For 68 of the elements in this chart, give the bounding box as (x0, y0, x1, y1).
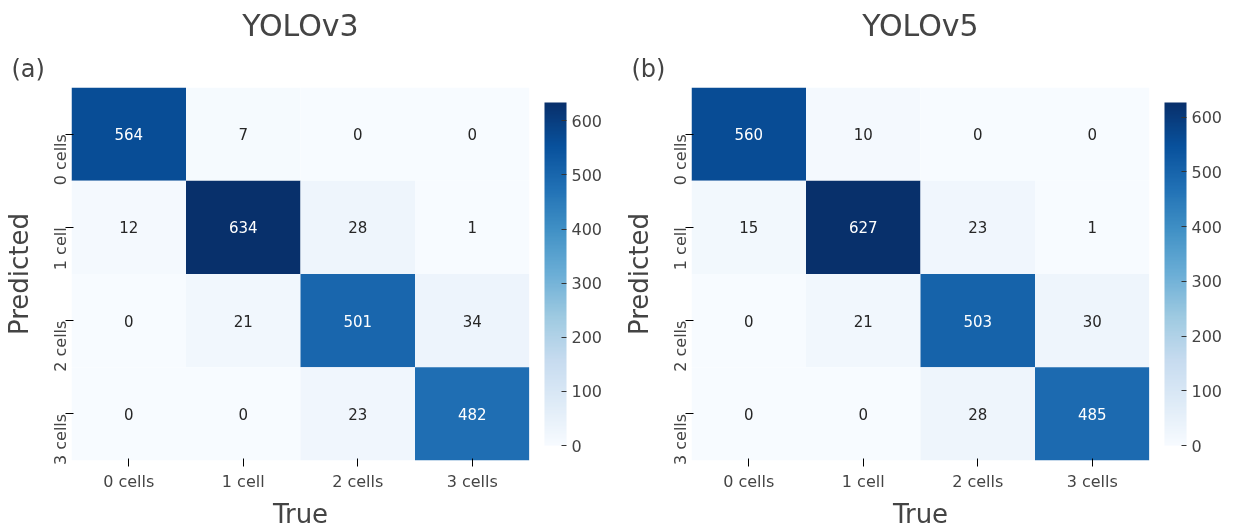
data-label: 0 (467, 126, 478, 145)
data-label: 7 (238, 126, 249, 145)
data-label: 0 (858, 405, 869, 424)
color-bar-label: 0 (1191, 436, 1202, 456)
color-bar-label: 100 (1191, 381, 1223, 401)
data-label: 34 (462, 312, 482, 331)
data-label: 1 (1087, 219, 1098, 238)
data-label: 482 (457, 405, 487, 424)
y-axis-title: Predicted (623, 212, 654, 336)
data-label: 21 (233, 312, 253, 331)
data-label: 1 (467, 219, 478, 238)
color-bar-label: 300 (1191, 272, 1223, 292)
y-axis-title: Predicted (3, 212, 34, 336)
color-bar-label: 0 (571, 436, 582, 456)
color-bar-label: 500 (571, 166, 603, 185)
chart-title: YOLOv5 (861, 7, 979, 43)
data-label: 0 (743, 312, 754, 331)
data-label: 15 (739, 219, 759, 238)
data-label: 10 (853, 126, 873, 145)
data-label: 23 (968, 219, 988, 238)
data-label: 560 (734, 126, 764, 145)
data-label: 0 (352, 126, 363, 145)
data-label: 0 (238, 405, 249, 424)
data-label: 28 (968, 405, 988, 424)
x-tick-label: 0 cells (723, 471, 775, 491)
y-tick-label: 2 cells (671, 320, 690, 372)
data-label: 0 (743, 405, 754, 424)
data-label: 627 (848, 219, 878, 238)
data-label: 0 (123, 312, 134, 331)
y-tick-label: 2 cells (51, 320, 70, 372)
x-tick-label: 3 cells (446, 471, 498, 491)
x-tick-label: 2 cells (332, 471, 384, 491)
text: (b) (631, 54, 666, 83)
data-label: 30 (1082, 312, 1102, 331)
color-bar-label: 200 (1191, 327, 1223, 347)
color-bar-label: 400 (571, 220, 603, 240)
y-tick-label: 0 cells (671, 134, 690, 186)
data-label: 485 (1077, 405, 1107, 424)
color-bar-label: 200 (571, 328, 603, 348)
y-tick-label: 1 cell (51, 227, 70, 271)
y-tick-label: 0 cells (51, 134, 70, 186)
color-bar-label: 100 (571, 382, 603, 402)
color-bar-label: 300 (571, 274, 603, 294)
text: (a) (11, 54, 45, 83)
data-label: 0 (1087, 126, 1098, 145)
data-label: 21 (853, 312, 873, 331)
data-label: 634 (228, 219, 258, 238)
data-label: 28 (348, 219, 368, 238)
color-bar-label: 500 (1191, 162, 1223, 182)
x-tick-label: 1 cell (841, 471, 885, 491)
data-label: 501 (343, 312, 373, 331)
color-bar-label: 600 (571, 111, 603, 131)
color-bar-label: 600 (1191, 108, 1223, 128)
data-label: 564 (114, 126, 144, 145)
x-tick-label: 3 cells (1066, 471, 1118, 491)
data-label: 12 (119, 219, 139, 238)
data-label: 503 (963, 312, 993, 331)
data-label: 0 (972, 126, 983, 145)
data-label: 23 (348, 405, 368, 424)
x-tick-label: 0 cells (103, 471, 155, 491)
color-bar-label: 400 (1191, 217, 1223, 237)
chart-title: YOLOv3 (241, 7, 359, 43)
y-tick-label: 1 cell (671, 227, 690, 271)
x-axis-title: True (891, 498, 949, 529)
x-tick-label: 1 cell (221, 471, 265, 491)
x-axis-title: True (271, 498, 329, 529)
data-label: 0 (123, 405, 134, 424)
x-tick-label: 2 cells (952, 471, 1004, 491)
